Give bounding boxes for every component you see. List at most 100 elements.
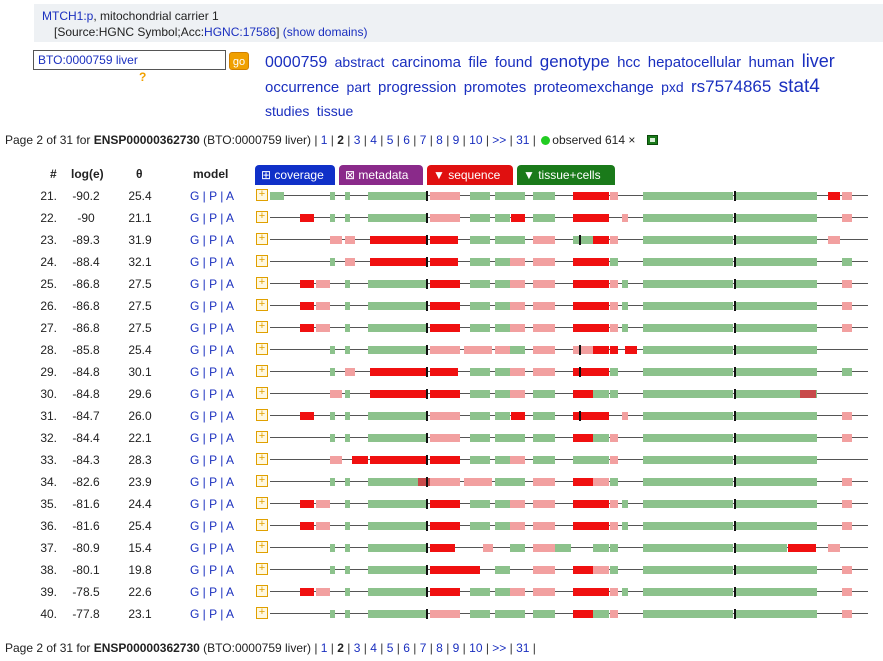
keyword-link[interactable]: hcc xyxy=(617,54,641,71)
keyword-link[interactable]: liver xyxy=(801,51,835,71)
keyword-link[interactable]: progression xyxy=(378,79,457,96)
model-links[interactable]: G | P | A xyxy=(190,255,235,269)
page-link[interactable]: 5 xyxy=(386,133,394,147)
keyword-link[interactable]: hepatocellular xyxy=(647,54,742,71)
go-button[interactable]: go xyxy=(229,52,249,70)
keyword-link[interactable]: tissue xyxy=(316,103,354,119)
model-links[interactable]: G | P | A xyxy=(190,409,235,423)
col-header-loge[interactable]: log(e) xyxy=(71,167,104,181)
model-links[interactable]: G | P | A xyxy=(190,233,235,247)
keyword-link[interactable]: rs7574865 xyxy=(690,77,772,96)
expand-plus-icon[interactable]: + xyxy=(256,277,268,289)
model-links[interactable]: G | P | A xyxy=(190,299,235,313)
keyword-link[interactable]: human xyxy=(748,54,795,71)
tab-coverage[interactable]: ⊞ coverage xyxy=(255,165,335,185)
page-link[interactable]: 9 xyxy=(452,133,460,147)
expand-plus-icon[interactable]: + xyxy=(256,255,268,267)
keyword-link[interactable]: abstract xyxy=(334,54,385,70)
expand-plus-icon[interactable]: + xyxy=(256,189,268,201)
expand-plus-icon[interactable]: + xyxy=(256,211,268,223)
model-links[interactable]: G | P | A xyxy=(190,519,235,533)
expand-plus-icon[interactable]: + xyxy=(256,365,268,377)
model-links[interactable]: G | P | A xyxy=(190,189,235,203)
show-domains-link[interactable]: (show domains) xyxy=(282,25,368,39)
keyword-link[interactable]: occurrence xyxy=(265,79,340,96)
page-link[interactable]: 10 xyxy=(469,641,483,655)
keyword-link[interactable]: carcinoma xyxy=(391,54,461,71)
peptide-segment xyxy=(470,324,490,332)
model-links[interactable]: G | P | A xyxy=(190,497,235,511)
keyword-link[interactable]: part xyxy=(346,79,371,95)
page-link[interactable]: 6 xyxy=(403,641,410,655)
row-number: 23. xyxy=(40,233,57,247)
keyword-link[interactable]: genotype xyxy=(539,52,610,71)
page-link[interactable]: >> xyxy=(492,133,507,147)
model-links[interactable]: G | P | A xyxy=(190,387,235,401)
expand-plus-icon[interactable]: + xyxy=(256,299,268,311)
model-links[interactable]: G | P | A xyxy=(190,607,235,621)
keyword-link[interactable]: studies xyxy=(265,103,310,119)
model-links[interactable]: G | P | A xyxy=(190,453,235,467)
page-link[interactable]: 7 xyxy=(419,641,427,655)
page-link[interactable]: 31 xyxy=(516,133,530,147)
keyword-link[interactable]: pxd xyxy=(661,79,684,95)
expand-plus-icon[interactable]: + xyxy=(256,321,268,333)
expand-plus-icon[interactable]: + xyxy=(256,387,268,399)
expand-plus-icon[interactable]: + xyxy=(256,519,268,531)
model-links[interactable]: G | P | A xyxy=(190,211,235,225)
tab-tissue-cells[interactable]: ▼ tissue+cells xyxy=(517,165,615,185)
model-links[interactable]: G | P | A xyxy=(190,475,235,489)
peptide-segment xyxy=(345,302,350,310)
page-link[interactable]: >> xyxy=(492,641,507,655)
expand-plus-icon[interactable]: + xyxy=(256,585,268,597)
hgnc-link[interactable]: HGNC:17586 xyxy=(204,25,277,39)
page-link[interactable]: 7 xyxy=(419,133,427,147)
page-link[interactable]: 31 xyxy=(516,641,530,655)
expand-plus-icon[interactable]: + xyxy=(256,343,268,355)
expand-plus-icon[interactable]: + xyxy=(256,233,268,245)
page-link[interactable]: 6 xyxy=(403,133,410,147)
keyword-link[interactable]: proteomexchange xyxy=(533,79,654,96)
model-links[interactable]: G | P | A xyxy=(190,321,235,335)
page-link[interactable]: 5 xyxy=(386,641,394,655)
page-link[interactable]: 3 xyxy=(353,133,361,147)
search-input[interactable] xyxy=(33,50,226,70)
expand-plus-icon[interactable]: + xyxy=(256,607,268,619)
expand-plus-icon[interactable]: + xyxy=(256,497,268,509)
model-links[interactable]: G | P | A xyxy=(190,541,235,555)
page-link[interactable]: 8 xyxy=(436,133,443,147)
peptide-segment xyxy=(368,522,426,530)
page-link[interactable]: 1 xyxy=(320,641,328,655)
model-links[interactable]: G | P | A xyxy=(190,343,235,357)
page-link[interactable]: 1 xyxy=(320,133,328,147)
page-link[interactable]: 8 xyxy=(436,641,443,655)
spreadsheet-icon[interactable] xyxy=(646,135,658,145)
expand-plus-icon[interactable]: + xyxy=(256,453,268,465)
keyword-link[interactable]: stat4 xyxy=(778,76,820,97)
expand-plus-icon[interactable]: + xyxy=(256,475,268,487)
protein-link[interactable]: MTCH1:p xyxy=(42,9,94,23)
tab-metadata[interactable]: ⊠ metadata xyxy=(339,165,423,185)
page-link[interactable]: 9 xyxy=(452,641,460,655)
model-links[interactable]: G | P | A xyxy=(190,365,235,379)
model-links[interactable]: G | P | A xyxy=(190,563,235,577)
expand-plus-icon[interactable]: + xyxy=(256,541,268,553)
expand-plus-icon[interactable]: + xyxy=(256,563,268,575)
keyword-link[interactable]: file xyxy=(468,54,488,71)
keyword-link[interactable]: promotes xyxy=(463,79,527,96)
keyword-link[interactable]: found xyxy=(494,54,533,71)
page-link[interactable]: 3 xyxy=(353,641,361,655)
page-link[interactable]: 10 xyxy=(469,133,483,147)
expand-plus-icon[interactable]: + xyxy=(256,431,268,443)
tab-sequence[interactable]: ▼ sequence xyxy=(427,165,513,185)
model-links[interactable]: G | P | A xyxy=(190,431,235,445)
expand-plus-icon[interactable]: + xyxy=(256,409,268,421)
page-link[interactable]: 4 xyxy=(370,133,377,147)
page-link[interactable]: 4 xyxy=(370,641,377,655)
model-links[interactable]: G | P | A xyxy=(190,277,235,291)
keyword-link[interactable]: 0000759 xyxy=(265,54,328,71)
model-links[interactable]: G | P | A xyxy=(190,585,235,599)
col-header-theta[interactable]: θ xyxy=(136,167,143,181)
peptide-segment xyxy=(345,544,350,552)
help-link[interactable]: ? xyxy=(139,70,147,84)
